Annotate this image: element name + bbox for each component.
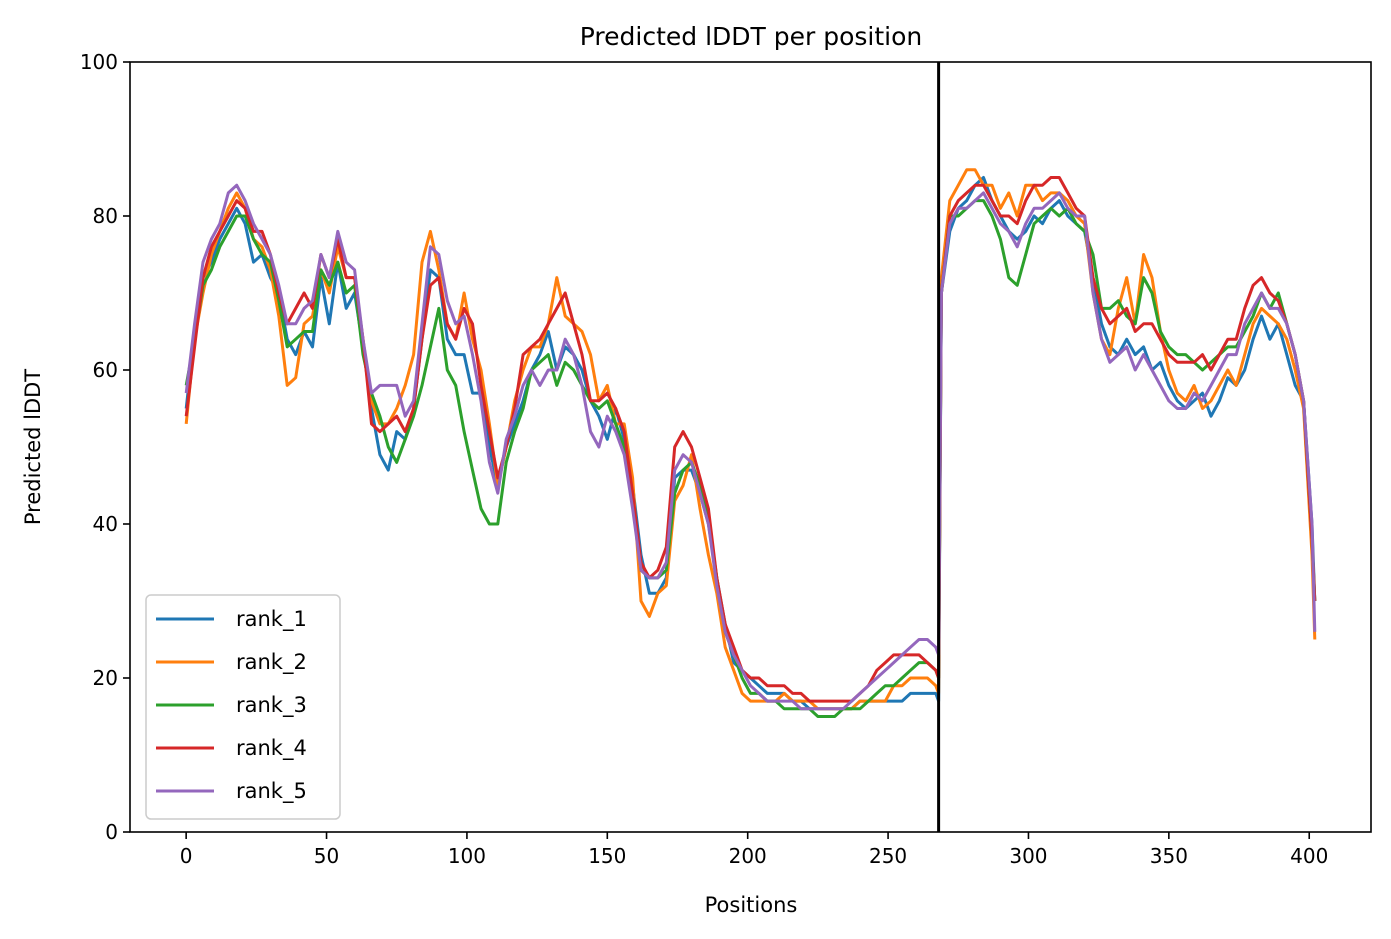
x-tick-label: 0 <box>180 844 193 868</box>
x-tick-label: 150 <box>588 844 626 868</box>
series-line-rank_4 <box>184 176 1317 703</box>
y-axis-label: Predicted lDDT <box>21 369 45 525</box>
x-tick-label: 250 <box>869 844 907 868</box>
x-tick-label: 200 <box>729 844 767 868</box>
y-tick-label: 40 <box>93 512 118 536</box>
legend-label-rank_2: rank_2 <box>236 650 307 675</box>
y-tick-label: 60 <box>93 358 118 382</box>
x-axis-label: Positions <box>705 893 798 917</box>
x-tick-label: 300 <box>1009 844 1047 868</box>
y-tick-label: 80 <box>93 204 118 228</box>
plot-frame <box>129 61 1372 833</box>
series-line-rank_2 <box>184 168 1317 711</box>
chart-title: Predicted lDDT per position <box>580 22 922 51</box>
y-ticks: 0 20 40 60 80 100 <box>80 50 130 844</box>
x-tick-label: 400 <box>1290 844 1328 868</box>
legend-label-rank_3: rank_3 <box>236 693 307 718</box>
x-tick-label: 50 <box>314 844 339 868</box>
y-tick-label: 100 <box>80 50 118 74</box>
legend-box <box>145 594 341 820</box>
legend-label-rank_1: rank_1 <box>236 607 307 632</box>
series-layer <box>184 168 1317 718</box>
legend-label-rank_5: rank_5 <box>236 779 307 804</box>
x-tick-label: 100 <box>448 844 486 868</box>
legend-label-rank_4: rank_4 <box>236 736 307 761</box>
series-line-rank_5 <box>184 183 1317 711</box>
legend: rank_1 rank_2 rank_3 rank_4 rank_5 <box>145 594 341 820</box>
x-ticks: 0 50 100 150 200 250 300 350 400 <box>180 832 1328 868</box>
series-line-rank_1 <box>184 176 1317 711</box>
y-tick-label: 0 <box>105 820 118 844</box>
y-tick-label: 20 <box>93 666 118 690</box>
x-tick-label: 350 <box>1150 844 1188 868</box>
